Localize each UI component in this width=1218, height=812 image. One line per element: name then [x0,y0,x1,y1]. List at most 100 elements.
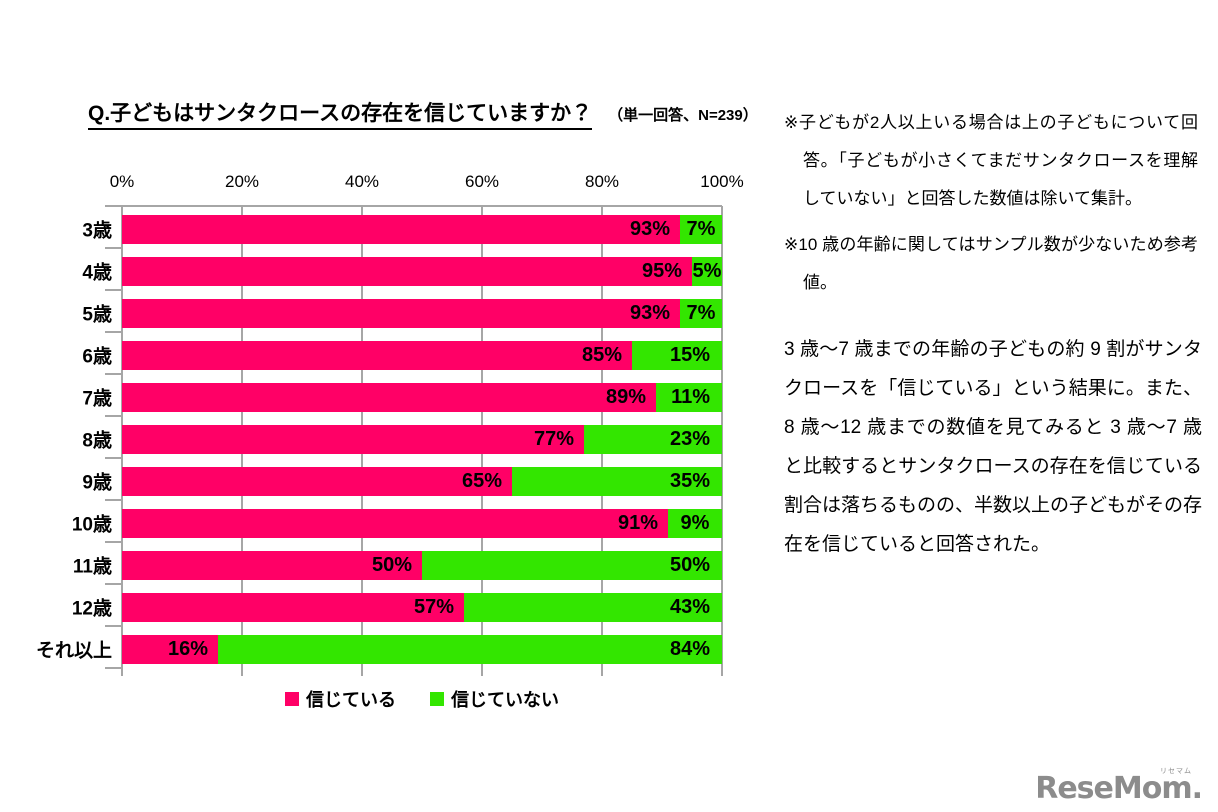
bar-value-label-believe: 89% [605,386,646,408]
bar-segment-not-believe [512,466,722,496]
bar-segment-not-believe [584,424,722,454]
bar-value-label-not-believe: 9% [680,512,710,534]
bar-segment-believe [122,592,464,622]
bar-row: 9歳 65% 35% [82,466,722,496]
bar-segment-not-believe [680,298,722,328]
category-label: 7歳 [82,388,112,410]
bar-segment-not-believe [692,256,722,286]
legend: 信じている 信じていない [122,686,722,712]
bar-segment-believe [122,508,668,538]
bar-segment-believe [122,382,656,412]
axis-tick [105,667,122,669]
bar-value-label-not-believe: 15% [669,344,710,366]
axis-tick [105,625,122,627]
resemom-logo: リセマム ReseMom. [1035,768,1203,806]
bar-segment-believe [122,298,680,328]
legend-swatch-icon [430,692,444,706]
bar-value-label-believe: 95% [641,260,682,282]
bar-value-label-not-believe: 35% [669,470,710,492]
bar-value-label-believe: 65% [461,470,502,492]
bar-row: 3歳 93% 7% [82,214,722,244]
axis-tick [105,541,122,543]
axis-tick [105,289,122,291]
legend-swatch-icon [285,692,299,706]
bar-value-label-believe: 57% [413,596,454,618]
bar-row: 10歳 91% 9% [72,508,722,538]
bar-segment-not-believe [422,550,722,580]
bar-row: それ以上 16% 84% [36,634,722,664]
bar-segment-believe [122,550,422,580]
chart-title-suffix: （単一回答、N=239） [608,107,758,124]
logo-ruby-text: リセマム [1160,768,1192,775]
bar-row: 7歳 89% 11% [82,382,722,412]
bar-segment-not-believe [464,592,722,622]
chart-title: Q.子どもはサンタクロースの存在を信じていますか？ （単一回答、N=239） [88,97,758,130]
bar-segment-not-believe [632,340,722,370]
bar-value-label-believe: 16% [167,638,208,660]
x-axis-line [122,205,722,207]
note-multiple-children: ※子どもが2人以上いる場合は上の子どもについて回答。「子どもが小さくてまだサンタ… [784,113,1198,208]
axis-tick [105,457,122,459]
category-label: 12歳 [71,598,112,620]
x-tick-label: 0% [109,172,135,191]
bar-row: 6歳 85% 15% [82,340,722,370]
category-label: 6歳 [82,346,112,368]
bar-segment-believe [122,214,680,244]
note-sample-size: ※10 歳の年齢に関してはサンプル数が少ないため参考値。 [784,235,1198,292]
category-label: 4歳 [82,262,112,284]
logo-text: ReseMom. [1035,771,1203,806]
bar-segment-believe [122,466,512,496]
category-label: 5歳 [82,304,112,326]
bar-value-label-not-believe: 50% [669,554,710,576]
bar-value-label-believe: 85% [581,344,622,366]
bar-segment-believe [122,256,692,286]
legend-item: 信じていない [430,686,559,712]
bar-value-label-believe: 93% [629,218,670,240]
category-label: それ以上 [35,640,112,662]
x-tick-label: 80% [584,172,620,191]
bar-value-label-not-believe: 43% [669,596,710,618]
bar-row: 8歳 77% 23% [82,424,722,454]
notes-block: ※子どもが2人以上いる場合は上の子どもについて回答。「子どもが小さくてまだサンタ… [784,104,1198,302]
bar-value-label-not-believe: 23% [669,428,710,450]
legend-label: 信じている [306,690,396,710]
bar-value-label-believe: 77% [533,428,574,450]
bar-value-label-not-believe: 5% [692,260,722,282]
bar-segment-believe [122,634,218,664]
bar-segment-believe [122,340,632,370]
x-tick-label: 100% [700,172,744,191]
bar-value-label-not-believe: 84% [669,638,710,660]
bar-value-label-not-believe: 7% [686,302,716,324]
legend-label: 信じていない [451,690,559,710]
bar-segment-not-believe [218,634,722,664]
axis-tick [105,583,122,585]
bar-segment-not-believe [668,508,722,538]
chart-title-text: Q.子どもはサンタクロースの存在を信じていますか？ [88,102,593,130]
x-tick-label: 60% [464,172,500,191]
axis-tick [105,373,122,375]
bar-segment-believe [122,424,584,454]
category-label: 8歳 [82,430,112,452]
x-axis-tick-labels: 0% 20% 40% 60% 80% 100% [110,172,744,196]
bar-segment-not-believe [680,214,722,244]
gridline [721,206,723,676]
bar-row: 5歳 93% 7% [82,298,722,328]
axis-tick [105,499,122,501]
bar-row: 11歳 50% 50% [73,550,722,580]
category-label: 3歳 [82,220,112,242]
axis-tick [105,205,122,207]
x-tick-label: 20% [224,172,260,191]
category-label: 9歳 [82,472,112,494]
category-label: 11歳 [72,556,112,578]
bar-value-label-believe: 50% [371,554,412,576]
category-label: 10歳 [71,514,112,536]
plot-area: 3歳 93% 7% 4歳 95% 5% 5歳 93% 7% 6歳 85% 15% 7歳 89% 11% 8歳 7… [36,205,723,676]
bar-value-label-not-believe: 11% [671,386,710,408]
bar-segment-not-believe [656,382,722,412]
bar-row: 4歳 95% 5% [82,256,722,286]
legend-item: 信じている [285,686,396,712]
summary-paragraph: 3 歳～7 歳までの年齢の子どもの約 9 割がサンタクロースを「信じている」とい… [784,339,1203,555]
bar-value-label-not-believe: 7% [686,218,716,240]
x-tick-label: 40% [344,172,380,191]
